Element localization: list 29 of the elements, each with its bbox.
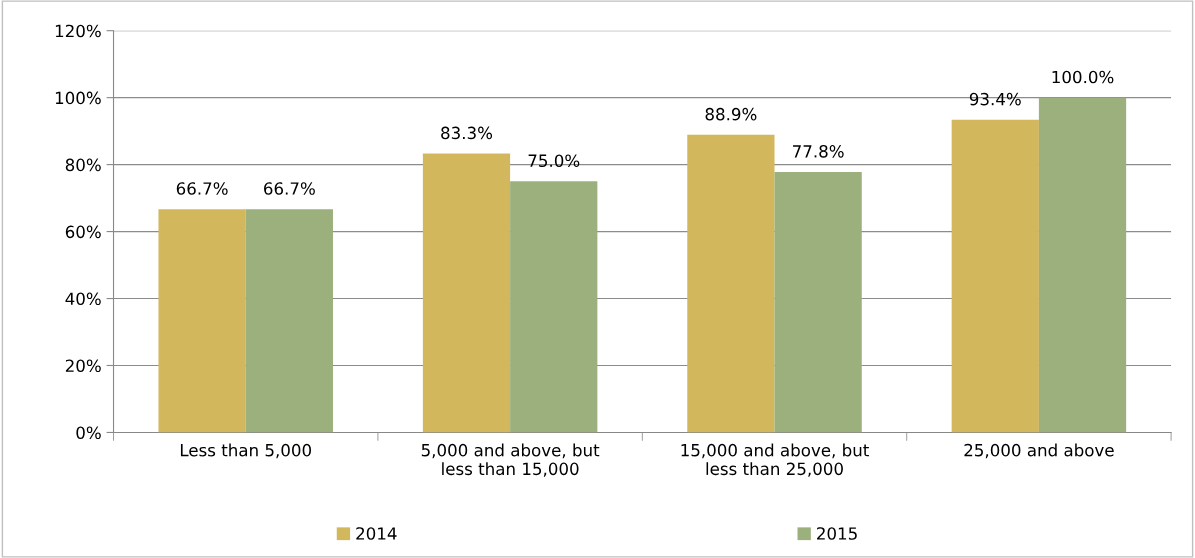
y-tick-label: 80%: [65, 158, 101, 172]
legend-label: 2014: [356, 527, 397, 540]
data-label: 100.0%: [1052, 70, 1114, 84]
data-label: 66.7%: [264, 182, 315, 195]
data-label: 66.7%: [176, 182, 228, 195]
y-tick-label: 20%: [65, 359, 101, 373]
data-label: 93.4%: [969, 92, 1021, 106]
legend-label: 2015: [817, 527, 857, 540]
x-tick-label: 25,000 and above: [964, 443, 1114, 459]
data-label: 77.8%: [793, 145, 844, 158]
x-tick-label: Less than 5,000: [180, 443, 312, 459]
bar: [422, 153, 511, 433]
y-tick-label: 120%: [55, 24, 101, 38]
x-tick-label: 5,000 and above, but less than 15,000: [421, 443, 600, 477]
bar: [687, 134, 775, 433]
bar: [1038, 97, 1127, 433]
x-tick-label: 15,000 and above, but less than 25,000: [681, 443, 869, 477]
y-tick-label: 100%: [55, 91, 101, 105]
bar: [951, 119, 1039, 433]
bar: [158, 209, 246, 433]
bar: [245, 209, 333, 433]
bar: [774, 171, 862, 433]
y-tick-label: 40%: [65, 292, 101, 306]
y-tick-label: 0%: [76, 426, 101, 440]
y-tick-label: 60%: [65, 225, 101, 239]
bar: [510, 181, 598, 433]
data-label: 88.9%: [705, 107, 757, 121]
data-label: 83.3%: [441, 126, 493, 140]
data-label: 75.0%: [528, 154, 580, 168]
